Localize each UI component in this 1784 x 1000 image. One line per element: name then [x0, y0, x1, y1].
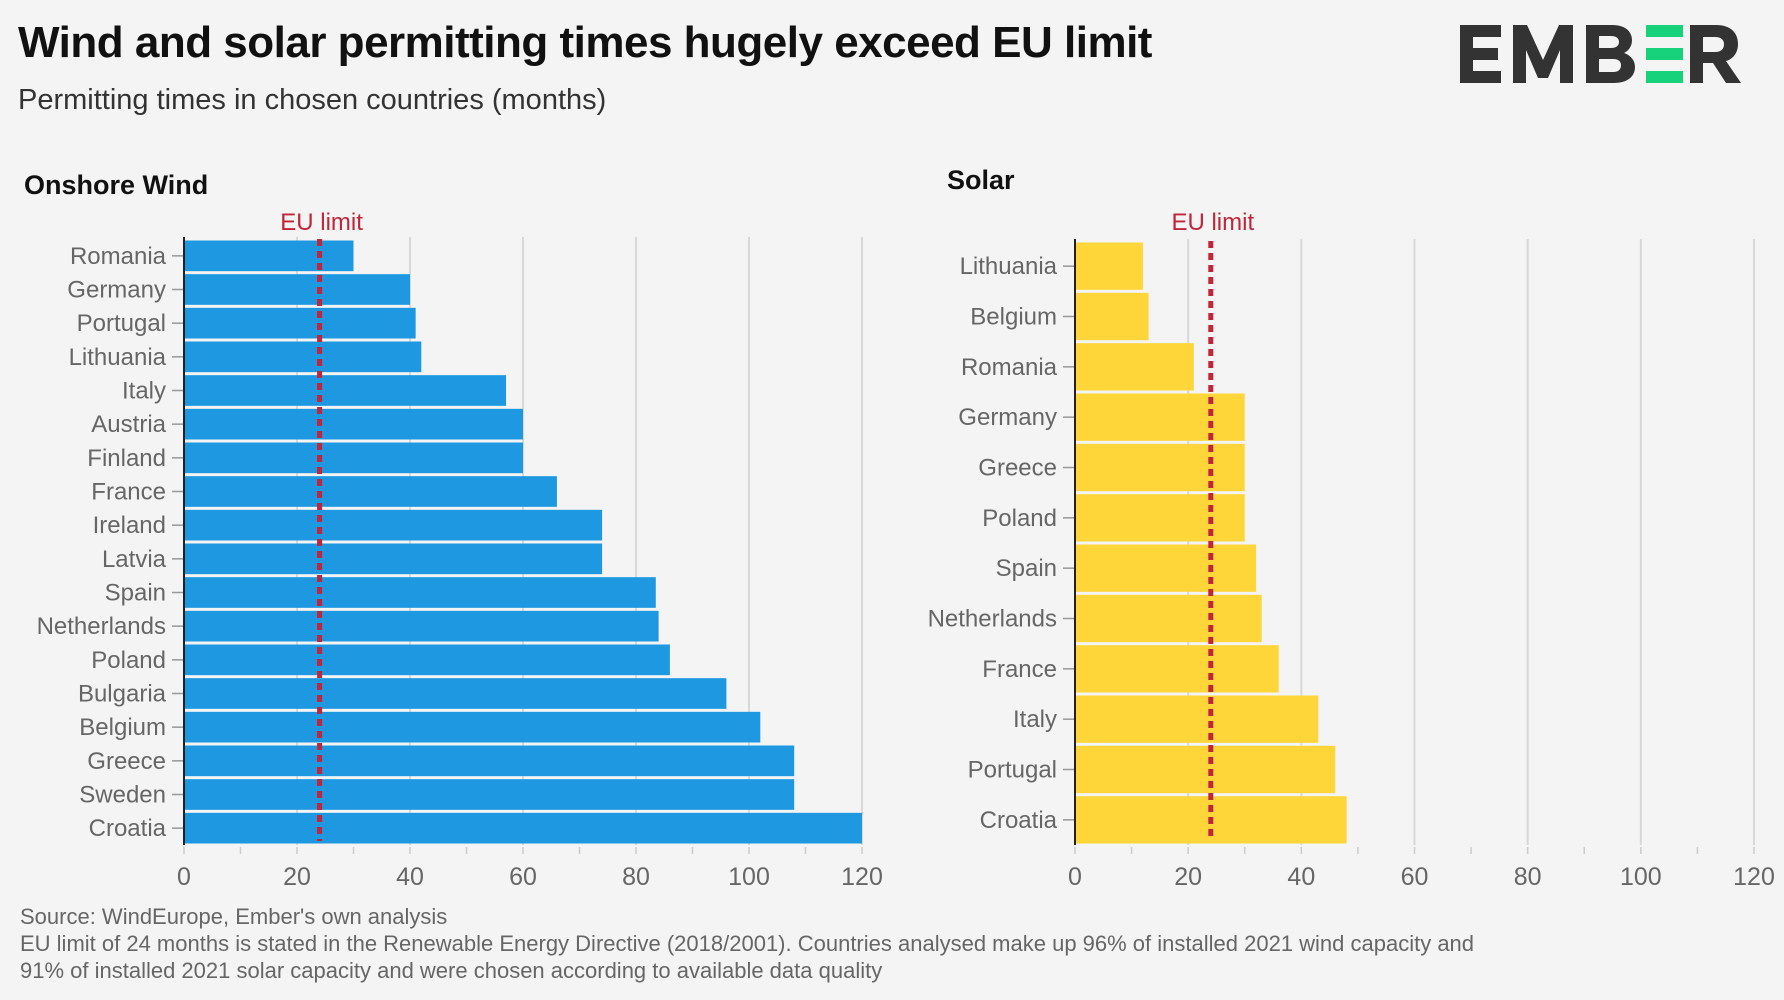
- wind-category-label: Greece: [87, 748, 166, 775]
- solar-category-label: Spain: [996, 555, 1057, 582]
- solar-x-tick-label: 40: [1287, 863, 1315, 891]
- wind-category-label: Croatia: [89, 815, 167, 842]
- wind-category-label: Poland: [91, 647, 166, 674]
- wind-x-tick-label: 20: [283, 863, 311, 891]
- solar-category-label: France: [982, 656, 1057, 683]
- wind-bar-belgium: [184, 711, 761, 743]
- wind-bar-portugal: [184, 307, 416, 339]
- wind-bar-spain: [184, 577, 656, 608]
- wind-x-tick-label: 100: [728, 863, 770, 891]
- solar-category-label: Croatia: [980, 807, 1058, 834]
- solar-panel-title: Solar: [947, 165, 1015, 195]
- wind-panel-title: Onshore Wind: [24, 170, 208, 200]
- wind-x-tick-label: 0: [177, 863, 191, 891]
- wind-bar-germany: [184, 274, 410, 305]
- wind-bar-romania: [184, 240, 354, 272]
- solar-category-label: Netherlands: [928, 606, 1057, 633]
- wind-category-label: Italy: [122, 378, 166, 405]
- wind-bar-austria: [184, 408, 523, 440]
- solar-bar-belgium: [1075, 292, 1149, 341]
- solar-eu-limit-label: EU limit: [1171, 209, 1254, 236]
- footnote-line-1: EU limit of 24 months is stated in the R…: [20, 931, 1475, 956]
- wind-category-label: Belgium: [79, 714, 166, 741]
- solar-category-label: Poland: [982, 505, 1057, 532]
- wind-x-tick-label: 60: [509, 863, 537, 891]
- solar-bar-netherlands: [1075, 594, 1262, 643]
- wind-category-label: Germany: [67, 277, 166, 304]
- wind-category-label: Finland: [87, 445, 166, 472]
- solar-bar-spain: [1075, 544, 1257, 592]
- wind-category-label: France: [91, 479, 166, 506]
- solar-category-label: Germany: [958, 404, 1057, 431]
- chart-subtitle: Permitting times in chosen countries (mo…: [18, 84, 607, 116]
- solar-bar-poland: [1075, 494, 1245, 542]
- solar-x-tick-label: 80: [1514, 863, 1542, 891]
- solar-x-tick-label: 20: [1174, 863, 1202, 891]
- solar-bar-france: [1075, 645, 1279, 693]
- wind-category-label: Latvia: [102, 546, 167, 573]
- wind-bar-france: [184, 476, 557, 507]
- wind-bar-netherlands: [184, 610, 659, 642]
- wind-x-tick-label: 120: [841, 863, 883, 891]
- solar-category-label: Portugal: [968, 757, 1057, 784]
- wind-bar-ireland: [184, 509, 603, 541]
- wind-category-label: Austria: [91, 411, 166, 438]
- solar-bar-italy: [1075, 695, 1319, 743]
- solar-bar-romania: [1075, 343, 1194, 391]
- solar-bar-portugal: [1075, 745, 1336, 794]
- wind-category-label: Ireland: [93, 512, 166, 539]
- footer: Source: WindEurope, Ember's own analysis…: [20, 903, 1474, 984]
- wind-bar-bulgaria: [184, 678, 727, 709]
- solar-category-label: Italy: [1013, 706, 1057, 733]
- solar-category-label: Romania: [961, 354, 1058, 381]
- wind-bar-poland: [184, 644, 670, 676]
- wind-category-label: Romania: [70, 243, 167, 270]
- solar-x-tick-label: 60: [1401, 863, 1429, 891]
- wind-eu-limit-label: EU limit: [280, 209, 363, 236]
- wind-bar-latvia: [184, 543, 603, 575]
- solar-x-tick-label: 100: [1620, 863, 1662, 891]
- wind-bar-croatia: [184, 812, 862, 844]
- wind-category-label: Spain: [105, 580, 166, 607]
- wind-bar-sweden: [184, 779, 795, 810]
- chart-title: Wind and solar permitting times hugely e…: [18, 18, 1152, 67]
- solar-bar-greece: [1075, 443, 1245, 492]
- wind-category-label: Lithuania: [69, 344, 167, 371]
- wind-x-tick-label: 40: [396, 863, 424, 891]
- solar-x-tick-label: 0: [1068, 863, 1082, 891]
- ember-logo: [1460, 25, 1741, 83]
- wind-x-tick-label: 80: [622, 863, 650, 891]
- footnote-line-2: 91% of installed 2021 solar capacity and…: [20, 958, 883, 983]
- wind-bar-greece: [184, 745, 795, 777]
- wind-category-label: Bulgaria: [78, 681, 167, 708]
- solar-category-label: Belgium: [970, 304, 1057, 331]
- solar-x-tick-label: 120: [1733, 863, 1775, 891]
- wind-category-label: Sweden: [79, 782, 166, 809]
- wind-category-label: Portugal: [77, 310, 166, 337]
- solar-bar-lithuania: [1075, 242, 1143, 290]
- wind-bar-finland: [184, 442, 523, 474]
- solar-bar-germany: [1075, 393, 1245, 441]
- solar-category-label: Lithuania: [960, 253, 1058, 280]
- source-note: Source: WindEurope, Ember's own analysis: [20, 904, 448, 929]
- wind-bar-italy: [184, 375, 507, 406]
- solar-category-label: Greece: [978, 455, 1057, 482]
- wind-bar-lithuania: [184, 341, 422, 373]
- wind-category-label: Netherlands: [37, 613, 166, 640]
